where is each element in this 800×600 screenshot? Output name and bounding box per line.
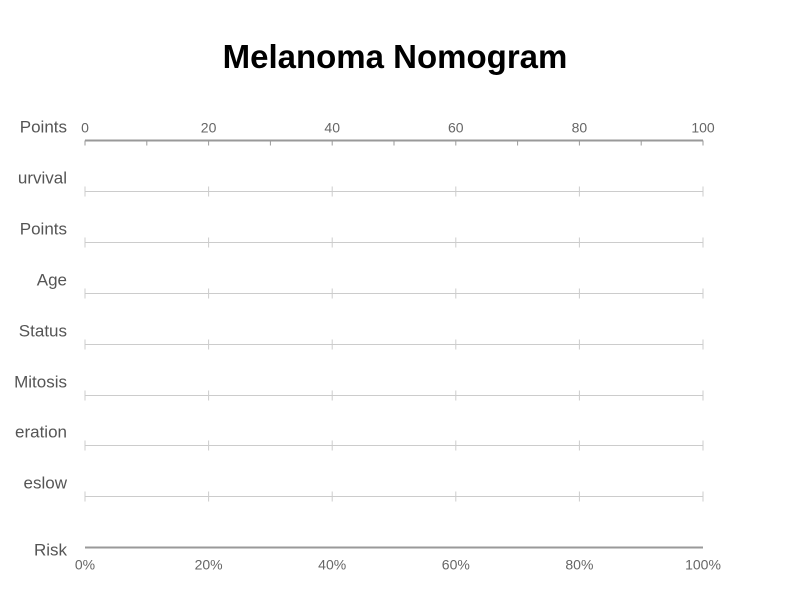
- points-tick-label: 100: [691, 120, 715, 136]
- row-label: Status: [19, 322, 67, 341]
- risk-tick-label: 20%: [195, 557, 223, 573]
- risk-tick-label: 100%: [685, 557, 721, 573]
- row-label: Mitosis: [14, 373, 67, 392]
- row-label: eration: [15, 423, 67, 442]
- row-label: urvival: [18, 169, 67, 188]
- risk-tick-label: 60%: [442, 557, 470, 573]
- rows-layer: Points 0 20 40 60 80 100 urvival Points Age Status…: [14, 118, 721, 573]
- points-tick-label: 40: [324, 120, 340, 136]
- points-tick-label: 20: [201, 120, 217, 136]
- row-label: Age: [37, 271, 67, 290]
- row-label: eslow: [24, 474, 68, 493]
- points-tick-label: 0: [81, 120, 89, 136]
- row-label: Points: [20, 118, 67, 137]
- chart-title: Melanoma Nomogram: [222, 38, 568, 75]
- row-label: Risk: [34, 541, 68, 560]
- risk-tick-label: 80%: [565, 557, 593, 573]
- risk-tick-label: 40%: [318, 557, 346, 573]
- risk-tick-label: 0%: [75, 557, 95, 573]
- points-tick-label: 60: [448, 120, 464, 136]
- points-tick-label: 80: [572, 120, 588, 136]
- row-label: Points: [20, 220, 67, 239]
